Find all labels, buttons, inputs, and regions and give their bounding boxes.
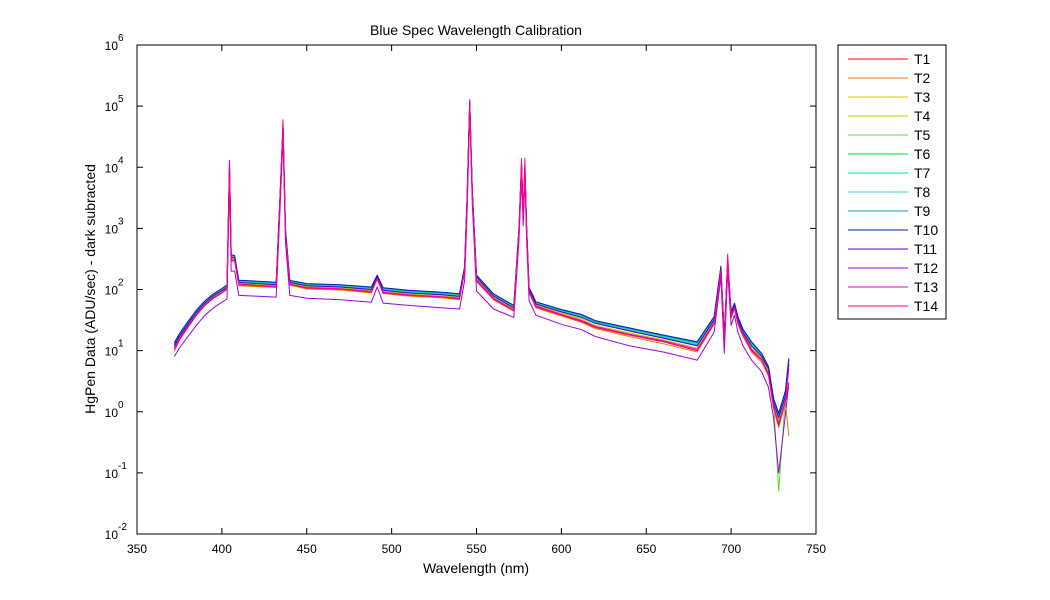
legend-entry-t7: T7 — [848, 165, 931, 181]
x-tick-label: 750 — [806, 542, 826, 556]
y-tick-label: 10 — [105, 406, 119, 420]
series-line-t14 — [173, 98, 790, 426]
legend-label: T9 — [914, 203, 931, 219]
x-tick-label: 500 — [382, 542, 402, 556]
legend-entry-t3: T3 — [848, 89, 931, 105]
series-line-t2 — [173, 106, 790, 437]
y-tick-exponent: 4 — [118, 155, 124, 166]
y-tick-label: 10 — [105, 284, 119, 298]
legend-entry-t9: T9 — [848, 203, 931, 219]
y-tick-exponent: 2 — [118, 278, 124, 289]
x-axis-label: Wavelength (nm) — [423, 560, 529, 576]
y-tick-label: 10 — [105, 161, 119, 175]
legend-entry-t4: T4 — [848, 108, 931, 124]
y-tick-label: 10 — [105, 528, 119, 542]
y-tick-exponent: 6 — [118, 33, 124, 44]
series-line-t12 — [173, 111, 790, 474]
series-line-t9 — [173, 100, 790, 415]
legend-entry-t14: T14 — [848, 298, 938, 314]
x-tick-label: 400 — [212, 542, 232, 556]
y-tick-label: 10 — [105, 222, 119, 236]
series-line-t4 — [173, 104, 790, 422]
legend-entry-t13: T13 — [848, 279, 938, 295]
legend-label: T8 — [914, 184, 931, 200]
x-tick-label: 700 — [721, 542, 741, 556]
y-axis-label: HgPen Data (ADU/sec) - dark subracted — [82, 164, 98, 414]
y-tick-exponent: -2 — [118, 522, 127, 533]
series-line-t10 — [173, 100, 790, 414]
x-tick-label: 600 — [551, 542, 571, 556]
y-tick-label: 10 — [105, 467, 119, 481]
series-line-t11 — [173, 103, 790, 419]
legend: T1 T2 T3 T4 T5 T6 T7 T8 T9 T10 T11 T12 T13 T14 — [837, 44, 947, 320]
y-tick-exponent: 1 — [118, 339, 124, 350]
series-line-t6 — [173, 103, 790, 419]
legend-label: T13 — [914, 279, 938, 295]
y-tick-label: 10 — [105, 345, 119, 359]
legend-entry-t12: T12 — [848, 260, 938, 276]
x-tick-label: 550 — [466, 542, 486, 556]
legend-label: T14 — [914, 298, 938, 314]
legend-label: T4 — [914, 108, 931, 124]
legend-entry-t10: T10 — [848, 222, 938, 238]
y-tick-exponent: -1 — [118, 461, 127, 472]
series-line-t5 — [173, 103, 790, 492]
legend-label: T7 — [914, 165, 931, 181]
x-tick-label: 450 — [297, 542, 317, 556]
legend-entry-t5: T5 — [848, 127, 931, 143]
plot-area — [173, 98, 790, 492]
legend-box — [837, 44, 947, 320]
legend-entry-t8: T8 — [848, 184, 931, 200]
legend-label: T12 — [914, 260, 938, 276]
legend-label: T11 — [914, 241, 937, 257]
legend-entry-t1: T1 — [848, 51, 931, 67]
legend-label: T6 — [914, 146, 931, 162]
legend-label: T3 — [914, 89, 931, 105]
y-tick-exponent: 3 — [118, 216, 124, 227]
legend-label: T2 — [914, 70, 931, 86]
series-line-t13 — [173, 105, 790, 424]
legend-label: T1 — [914, 51, 931, 67]
series-line-t1 — [173, 105, 790, 426]
y-tick-label: 10 — [105, 39, 119, 53]
series-line-t8 — [173, 101, 790, 415]
legend-label: T5 — [914, 127, 931, 143]
series-line-t7 — [173, 101, 790, 417]
series-line-t3 — [173, 104, 790, 422]
x-tick-label: 350 — [127, 542, 147, 556]
y-tick-exponent: 5 — [118, 94, 124, 105]
legend-label: T10 — [914, 222, 938, 238]
y-tick-exponent: 0 — [118, 400, 124, 411]
chart-title: Blue Spec Wavelength Calibration — [370, 22, 582, 38]
y-tick-label: 10 — [105, 100, 119, 114]
legend-entry-t11: T11 — [848, 241, 937, 257]
legend-entry-t2: T2 — [848, 70, 931, 86]
x-axis-ticks: 350 400 450 500 550 600 650 700 750 — [127, 45, 826, 556]
legend-entry-t6: T6 — [848, 146, 931, 162]
x-tick-label: 650 — [636, 542, 656, 556]
